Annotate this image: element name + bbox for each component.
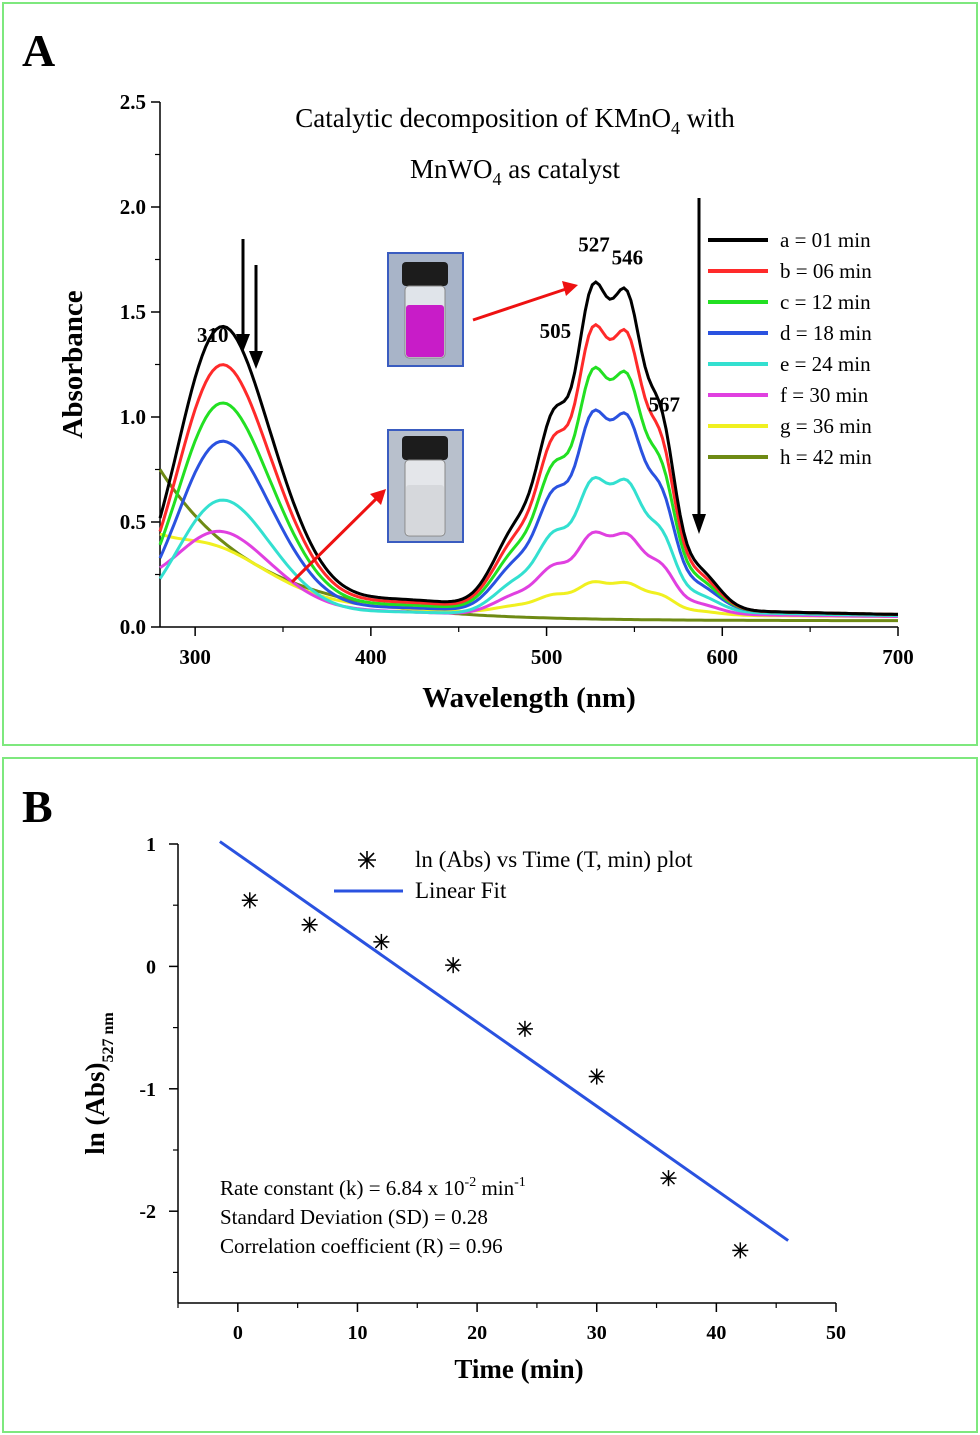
legend-fit-label: Linear Fit — [415, 878, 507, 903]
rate-constant-text: Rate constant (k) = 6.84 x 10-2 min-1 — [220, 1175, 526, 1200]
y-axis-title-main: ln (Abs) — [80, 1062, 110, 1154]
y-tick-label: 0.5 — [120, 510, 146, 534]
x-tick-label: 0 — [233, 1322, 243, 1344]
y-tick-label: 1.0 — [120, 405, 146, 429]
legend-label: a = 01 min — [780, 228, 871, 252]
chart-b-plot — [219, 840, 790, 1259]
scatter-point — [241, 892, 258, 909]
scatter-point — [588, 1068, 605, 1085]
correlation-text: Correlation coefficient (R) = 0.96 — [220, 1234, 503, 1258]
peak-label: 567 — [649, 392, 681, 416]
x-tick-label: 30 — [587, 1322, 607, 1344]
spectrum-line — [158, 280, 898, 616]
rate-constant-unit-exp: -1 — [514, 1175, 526, 1190]
peak-label: 310 — [197, 323, 229, 347]
legend-label: d = 18 min — [780, 321, 872, 345]
scatter-point — [732, 1242, 749, 1259]
legend-label: c = 12 min — [780, 290, 871, 314]
spectrum-line — [158, 475, 899, 618]
x-tick-label: 500 — [531, 645, 563, 669]
y-axis-title: ln (Abs)527 nm — [80, 1012, 117, 1155]
y-tick-label: 0.0 — [120, 615, 146, 639]
rate-constant-exp: -2 — [465, 1175, 477, 1190]
y-tick-label: -2 — [139, 1201, 156, 1223]
legend-label: g = 36 min — [780, 414, 872, 438]
panel-a-label: A — [22, 25, 55, 76]
red-arrow-to-peak — [472, 281, 578, 322]
chart-a-subtitle: MnWO4 as catalyst — [410, 154, 620, 189]
standard-deviation-text: Standard Deviation (SD) = 0.28 — [220, 1205, 488, 1229]
y-tick-label: 2.5 — [120, 90, 146, 114]
y-tick-label: 0 — [146, 956, 156, 978]
x-tick-label: 40 — [706, 1322, 726, 1344]
scatter-point — [660, 1170, 677, 1187]
legend-label: e = 24 min — [780, 352, 871, 376]
y-tick-label: 1 — [146, 834, 156, 856]
black-arrow-527 — [692, 198, 706, 534]
peak-label: 527 — [578, 233, 610, 257]
panel-b-label: B — [22, 781, 53, 832]
x-tick-label: 700 — [882, 645, 914, 669]
chart-a-legend: a = 01 min b = 06 min c = 12 min d = 18 min… — [708, 228, 872, 469]
y-tick-label: 2.0 — [120, 195, 146, 219]
scatter-point — [445, 957, 462, 974]
chart-a: A 300 400 500 600 700 0.0 0.5 1.0 1.5 2.0 2.5 Wavel… — [22, 25, 914, 714]
chart-a-title-line1: Catalytic decomposition of KMnO — [295, 103, 671, 133]
vial-image-purple — [387, 252, 464, 367]
chart-a-title: Catalytic decomposition of KMnO4 with — [295, 103, 735, 138]
x-axis-title: Wavelength (nm) — [422, 682, 635, 714]
x-tick-label: 20 — [467, 1322, 487, 1344]
chart-a-title-line2: MnWO — [410, 154, 493, 184]
chart-a-title-sub2: 4 — [493, 169, 502, 189]
x-tick-label: 400 — [355, 645, 387, 669]
legend-label: h = 42 min — [780, 445, 872, 469]
x-tick-label: 50 — [826, 1322, 846, 1344]
legend-label: b = 06 min — [780, 259, 872, 283]
linear-fit-line — [219, 840, 790, 1242]
peak-label: 546 — [612, 245, 644, 269]
chart-a-title-sub1: 4 — [671, 118, 680, 138]
chart-a-axes: 300 400 500 600 700 0.0 0.5 1.0 1.5 2.0 2.5 Wavelen… — [57, 90, 914, 714]
chart-a-series — [158, 280, 899, 623]
y-axis-title-sub: 527 nm — [100, 1012, 117, 1063]
peak-label: 505 — [540, 319, 572, 343]
chart-b-legend: ln (Abs) vs Time (T, min) plot Linear Fi… — [334, 847, 693, 903]
spectrum-line — [159, 529, 898, 618]
legend-label: f = 30 min — [780, 383, 869, 407]
legend-scatter-label: ln (Abs) vs Time (T, min) plot — [415, 847, 693, 872]
x-tick-label: 600 — [707, 645, 739, 669]
chart-a-title-tail2: as catalyst — [502, 154, 621, 184]
rate-constant-unit: min — [476, 1176, 514, 1200]
x-tick-label: 10 — [347, 1322, 367, 1344]
scatter-point — [301, 916, 318, 933]
black-arrow-310-a — [236, 239, 250, 352]
x-axis-title: Time (min) — [454, 1354, 583, 1384]
y-tick-label: 1.5 — [120, 300, 146, 324]
y-axis-title: Absorbance — [57, 290, 89, 438]
y-tick-label: -1 — [139, 1079, 156, 1101]
legend-scatter-marker — [358, 851, 376, 869]
scatter-point — [373, 933, 390, 950]
scatter-point — [516, 1020, 533, 1037]
chart-a-title-tail1: with — [680, 103, 735, 133]
vial-image-clear — [387, 429, 464, 543]
x-tick-label: 300 — [179, 645, 211, 669]
rate-constant-main: Rate constant (k) = 6.84 x 10 — [220, 1176, 465, 1200]
black-arrow-310-b — [249, 265, 263, 369]
panel-b — [2, 757, 978, 1433]
red-arrow-to-baseline — [290, 489, 386, 584]
